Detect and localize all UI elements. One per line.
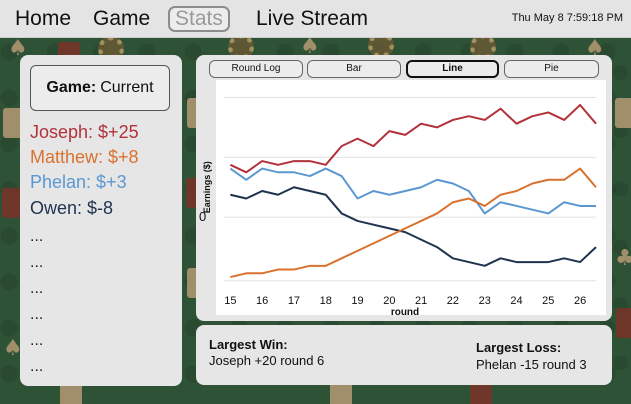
y-tick-label: 0 <box>199 209 206 224</box>
nav-stats[interactable]: Stats <box>168 6 230 32</box>
more-players-ellipsis: ... <box>30 332 44 349</box>
series-line-0 <box>229 103 597 174</box>
x-axis-label: round <box>391 307 419 318</box>
spade-icon: ♠ <box>300 38 320 59</box>
player-owen: Owen: $-8 <box>30 198 114 218</box>
top-nav-bar: Home Game Stats Live Stream Thu May 8 7:… <box>0 0 631 38</box>
player-joseph: Joseph: $+25 <box>30 122 139 142</box>
game-selector[interactable]: Game: Current <box>30 65 170 111</box>
line-chart: 15 16 17 18 19 20 21 22 23 24 25 26 0 round Earnings (… <box>199 80 606 318</box>
y-axis-label: Earnings ($) <box>202 161 212 213</box>
tab-round-log[interactable]: Round Log <box>209 60 303 78</box>
player-phelan: Phelan: $+3 <box>30 172 127 192</box>
tab-line[interactable]: Line <box>406 60 499 78</box>
playing-card <box>60 380 82 404</box>
playing-card <box>3 108 25 138</box>
playing-card <box>330 380 352 404</box>
series-line-3 <box>230 167 597 279</box>
x-tick-label: 25 <box>542 295 554 307</box>
x-tick-label: 24 <box>510 295 522 307</box>
x-tick-label: 23 <box>479 295 491 307</box>
tab-bar[interactable]: Bar <box>307 60 401 78</box>
player-matthew: Matthew: $+8 <box>30 147 139 167</box>
x-tick-label: 17 <box>288 295 300 307</box>
clock: Thu May 8 7:59:18 PM <box>511 12 623 24</box>
nav-game[interactable]: Game <box>93 7 151 30</box>
x-tick-label: 19 <box>351 295 363 307</box>
more-players-ellipsis: ... <box>30 358 44 375</box>
largest-win-value: Joseph +20 round 6 <box>209 353 325 368</box>
x-tick-label: 18 <box>320 295 332 307</box>
largest-win-label: Largest Win: <box>209 337 288 352</box>
chart-panel: Round Log Bar Line Pie 15 16 17 18 19 20 21 22 2… <box>196 55 612 321</box>
nav-home[interactable]: Home <box>15 7 72 30</box>
nav-live-stream[interactable]: Live Stream <box>256 7 369 30</box>
game-value: Current <box>100 79 154 96</box>
more-players-ellipsis: ... <box>30 254 44 271</box>
more-players-ellipsis: ... <box>30 228 44 245</box>
x-tick-label: 22 <box>447 295 459 307</box>
playing-card <box>616 308 631 338</box>
spade-icon: ♠ <box>585 38 605 61</box>
players-panel: Game: Current Joseph: $+25 Matthew: $+8 … <box>20 55 182 386</box>
more-players-ellipsis: ... <box>30 306 44 323</box>
spade-icon: ♠ <box>8 38 28 61</box>
largest-loss-label: Largest Loss: <box>476 340 562 355</box>
playing-card <box>615 98 631 128</box>
x-tick-label: 15 <box>224 295 236 307</box>
series-line-1 <box>229 167 596 215</box>
game-label: Game: <box>46 79 97 96</box>
line-chart-svg: 15 16 17 18 19 20 21 22 23 24 25 26 0 round Earnings (… <box>199 96 597 318</box>
tab-pie[interactable]: Pie <box>504 60 599 78</box>
largest-loss-value: Phelan -15 round 3 <box>476 357 587 372</box>
x-tick-label: 26 <box>574 295 586 307</box>
club-icon: ♣ <box>615 246 631 271</box>
series-line-2 <box>230 186 597 267</box>
x-tick-label: 16 <box>256 295 268 307</box>
playing-card <box>470 382 492 404</box>
more-players-ellipsis: ... <box>30 280 44 297</box>
x-tick-label: 20 <box>383 295 395 307</box>
spade-icon: ♠ <box>3 336 23 361</box>
stats-panel: Largest Win: Joseph +20 round 6 Largest … <box>196 325 612 385</box>
playing-card <box>2 188 24 218</box>
x-tick-label: 21 <box>415 295 427 307</box>
